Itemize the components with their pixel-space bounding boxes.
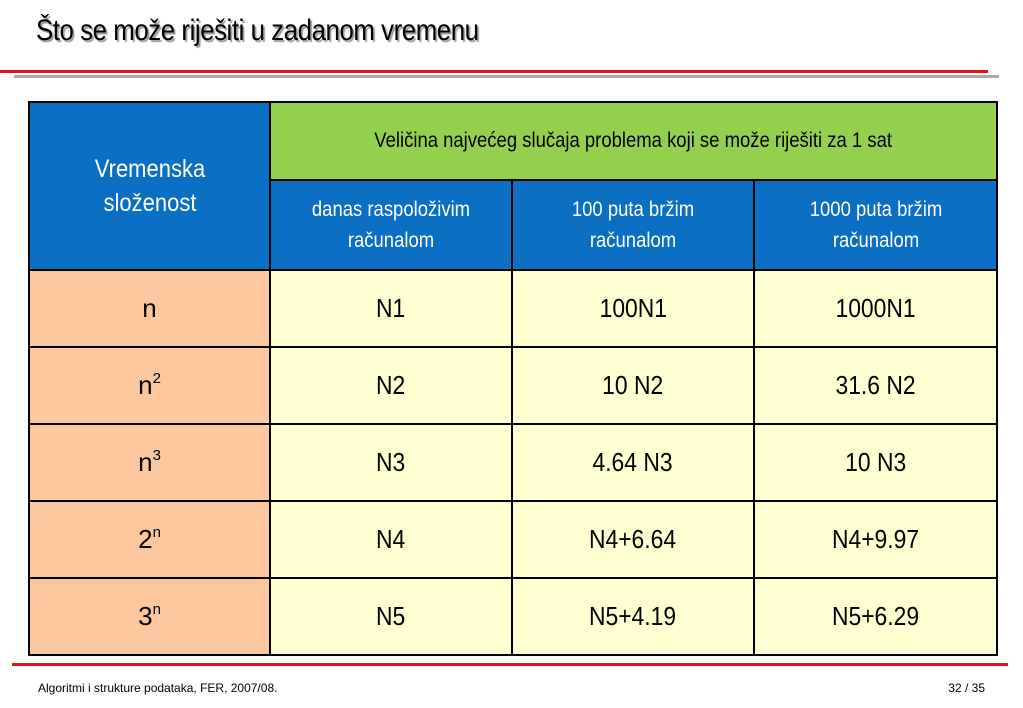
time-complexity-header: Vremenska složenost — [28, 101, 271, 271]
complexity-label: n3 — [28, 423, 271, 502]
table-row: n N1 100N1 1000N1 — [28, 269, 998, 348]
slide-title: Što se može riješiti u zadanom vremenu — [36, 14, 479, 47]
complexity-label: 2n — [28, 500, 271, 579]
table-cell: N2 — [269, 346, 513, 425]
complexity-label: n — [28, 269, 271, 348]
table-cell: N4 — [269, 500, 513, 579]
table-cell: N5+4.19 — [511, 577, 755, 656]
table-cell: 31.6 N2 — [753, 346, 998, 425]
table-row: n3 N3 4.64 N3 10 N3 — [28, 423, 998, 502]
complexity-label: 3n — [28, 577, 271, 656]
complexity-table: Vremenska složenost Veličina najvećeg sl… — [28, 101, 998, 656]
table-row: 3n N5 N5+4.19 N5+6.29 — [28, 577, 998, 656]
footer-course-info: Algoritmi i strukture podataka, FER, 200… — [38, 681, 278, 695]
table-cell: N5+6.29 — [753, 577, 998, 656]
title-divider-red — [0, 70, 988, 73]
footer-divider — [12, 663, 1008, 666]
table-cell: N1 — [269, 269, 513, 348]
table-cell: 10 N3 — [753, 423, 998, 502]
subheader-today-computer: danas raspoloživim računalom — [269, 179, 513, 271]
table-row: 2n N4 N4+6.64 N4+9.97 — [28, 500, 998, 579]
table-cell: N3 — [269, 423, 513, 502]
table-cell: N4+6.64 — [511, 500, 755, 579]
footer-page-number: 32 / 35 — [948, 681, 985, 695]
problem-size-group-header: Veličina najvećeg slučaja problema koji … — [269, 101, 998, 181]
subheader-100x-faster: 100 puta bržim računalom — [511, 179, 755, 271]
table-cell: 10 N2 — [511, 346, 755, 425]
table-cell: N5 — [269, 577, 513, 656]
title-divider-grey — [14, 75, 999, 78]
subheader-1000x-faster: 1000 puta bržim računalom — [753, 179, 998, 271]
table-cell: 4.64 N3 — [511, 423, 755, 502]
complexity-label: n2 — [28, 346, 271, 425]
table-cell: 100N1 — [511, 269, 755, 348]
table-row: n2 N2 10 N2 31.6 N2 — [28, 346, 998, 425]
table-cell: N4+9.97 — [753, 500, 998, 579]
table-cell: 1000N1 — [753, 269, 998, 348]
